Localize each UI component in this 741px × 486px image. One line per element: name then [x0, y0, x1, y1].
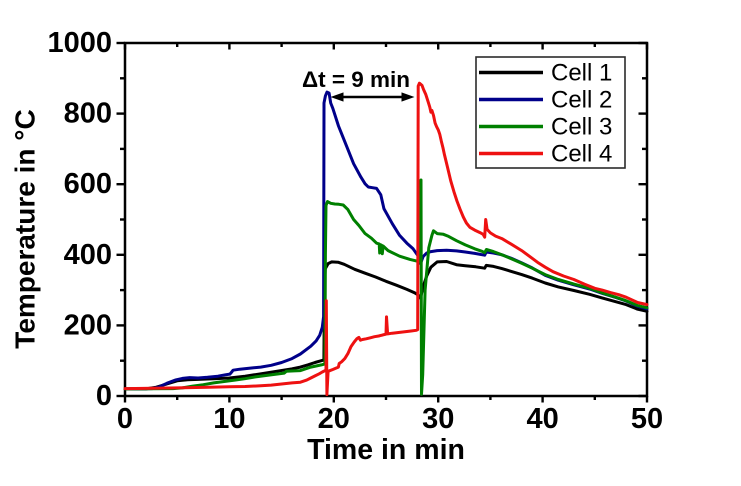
- svg-text:Time in min: Time in min: [307, 434, 465, 466]
- svg-text:10: 10: [213, 403, 245, 435]
- svg-text:Cell 2: Cell 2: [551, 87, 612, 114]
- svg-text:400: 400: [64, 239, 112, 271]
- svg-text:Cell 1: Cell 1: [551, 60, 612, 87]
- svg-text:1000: 1000: [47, 27, 112, 59]
- svg-text:Temperature in °C: Temperature in °C: [10, 109, 41, 348]
- svg-text:Δt = 9 min: Δt = 9 min: [302, 67, 410, 92]
- svg-text:20: 20: [318, 403, 350, 435]
- svg-text:600: 600: [64, 168, 112, 200]
- svg-text:30: 30: [422, 403, 454, 435]
- svg-text:0: 0: [117, 403, 133, 435]
- svg-text:50: 50: [631, 403, 663, 435]
- svg-text:Cell 4: Cell 4: [551, 141, 612, 168]
- svg-text:0: 0: [96, 380, 112, 412]
- svg-text:200: 200: [64, 309, 112, 341]
- svg-text:800: 800: [64, 98, 112, 130]
- svg-text:Cell 3: Cell 3: [551, 114, 612, 141]
- svg-text:40: 40: [526, 403, 558, 435]
